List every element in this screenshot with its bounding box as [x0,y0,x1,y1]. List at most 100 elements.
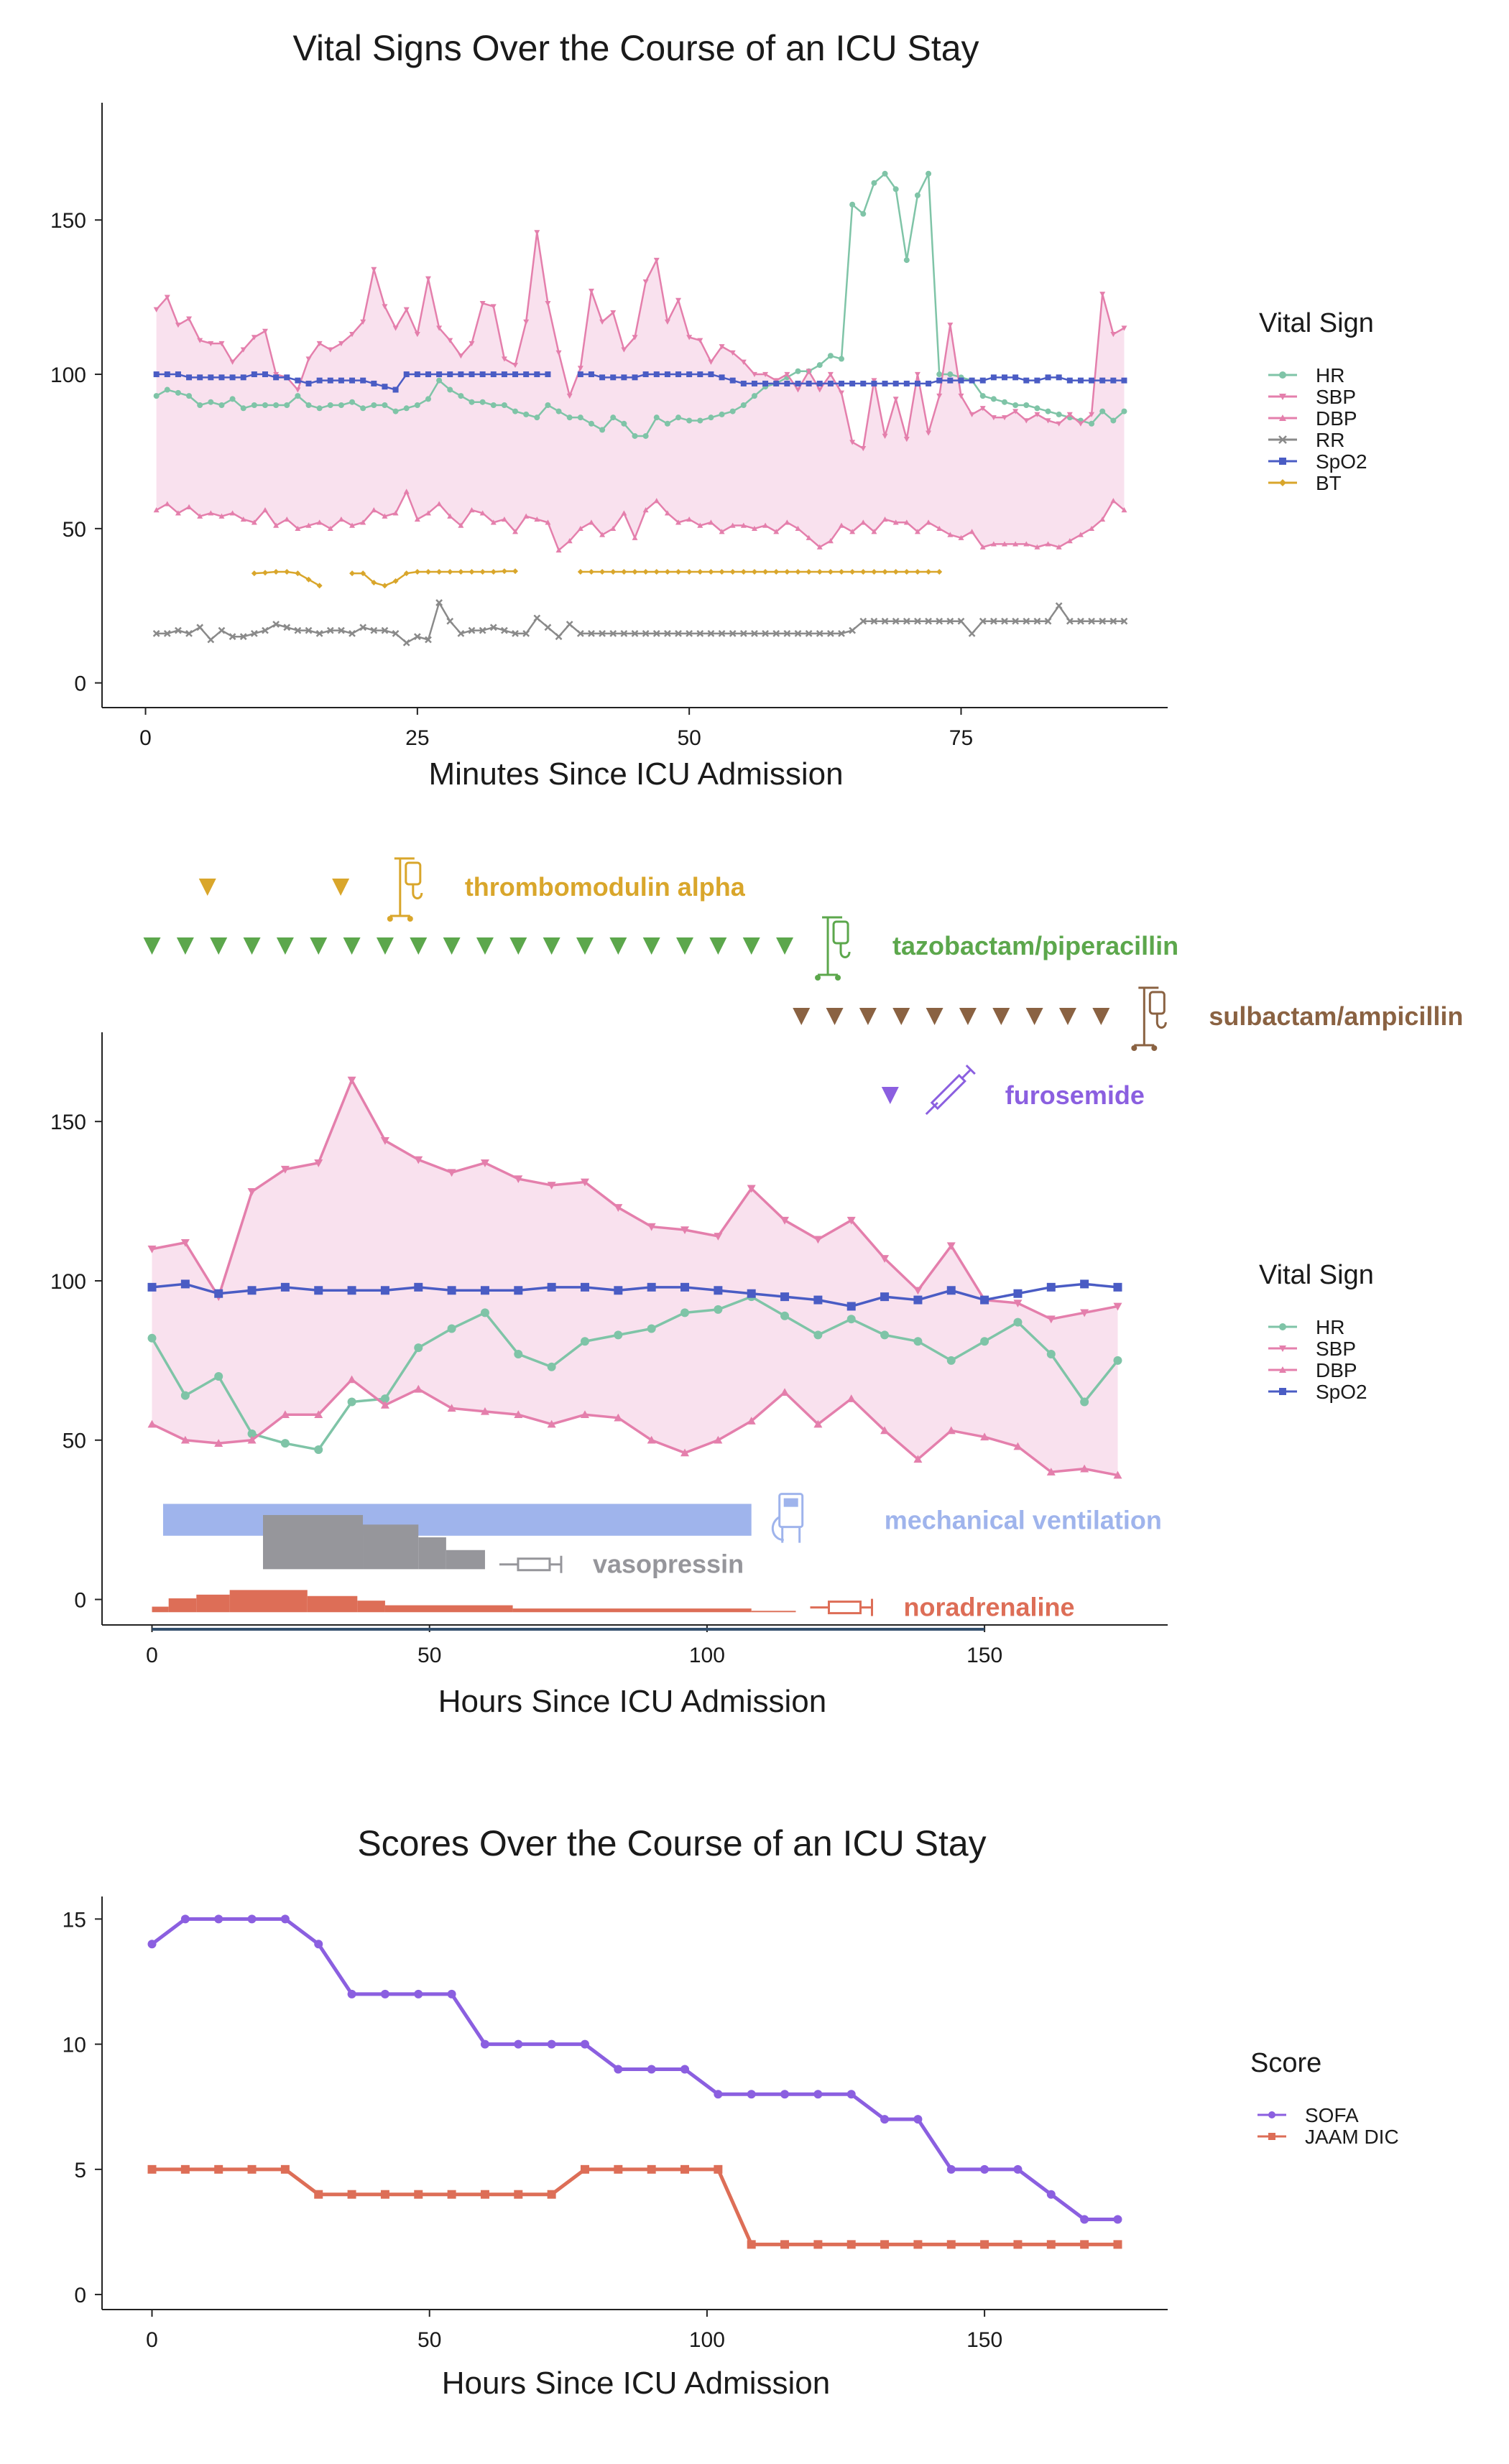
point-sbp [675,297,682,303]
vasopressin-dose-step [446,1550,485,1570]
iv-wheel [1151,1045,1158,1051]
point-rr [544,624,552,631]
x-tick-label: 50 [417,1644,441,1667]
dose-marker [609,937,627,955]
point-spo2 [547,1282,556,1292]
mechanical-ventilation-bar [162,1504,752,1536]
point-dbp [914,529,920,534]
point-dbp [534,516,540,522]
point-sofa [913,2115,923,2124]
point-dbp [153,507,160,513]
point-dbp [479,510,486,516]
point-dbp [371,507,377,513]
point-spo2 [247,1286,257,1295]
point-dbp [621,510,627,516]
ventilator-icon [771,1493,804,1543]
point-hr [347,1397,356,1407]
point-dbp [180,1435,190,1444]
legend-item-dbp: DBP [1268,407,1357,430]
point-sofa [747,2090,756,2099]
point-spo2 [338,377,344,384]
point-sbp [447,1169,456,1177]
point-spo2 [751,380,757,386]
y-tick-label: 15 [63,1908,86,1932]
legend-marker [1279,1388,1286,1395]
point-sbp [197,338,203,343]
iv-drip-icon [815,916,851,981]
series-line-spo2 [152,1282,1118,1308]
dose-marker [376,937,394,955]
point-dbp [880,1426,890,1435]
point-rr [175,626,182,634]
point-rr [479,626,486,634]
point-sbp [436,325,443,331]
point-hr [280,1439,290,1448]
dose-marker [509,937,527,955]
point-rr [979,617,987,625]
point-sbp [392,325,399,331]
point-dbp [729,522,736,528]
series-sofa [147,1914,1122,2224]
point-spo2 [480,1286,489,1295]
point-dbp [436,501,443,506]
medication-sulbactam-ampicillin: sulbactam/ampicillin [793,986,1463,1051]
point-sbp [1046,1315,1056,1324]
point-sofa [247,1914,257,1924]
point-hr [990,396,997,402]
point-dbp [327,525,333,532]
point-sbp [599,319,606,325]
point-spo2 [980,1295,989,1305]
point-rr [599,630,606,637]
point-rr [326,626,334,634]
point-sbp [566,393,573,399]
point-bt [490,568,497,575]
axes: 0 50 100 150 0 25 50 75 [50,103,1168,750]
point-jaam-dic [846,2240,856,2249]
point-hr [547,1362,556,1371]
point-sbp [1012,409,1019,414]
point-sbp [813,1236,823,1244]
point-sbp [175,323,181,328]
dose-marker [676,937,694,955]
point-bt [273,568,280,575]
point-hr [382,402,388,408]
point-hr [295,393,301,399]
point-spo2 [946,1286,956,1295]
point-sofa [614,2065,623,2074]
point-hr [892,186,899,193]
point-sbp [913,1287,923,1295]
point-hr [580,1337,589,1346]
point-rr [675,630,682,637]
point-spo2 [349,377,356,384]
point-dbp [780,1388,790,1397]
point-spo2 [1013,1289,1023,1298]
point-hr [849,201,856,208]
point-sofa [347,1989,356,1998]
point-sbp [247,1187,257,1196]
point-spo2 [714,1286,723,1295]
point-spo2 [816,380,823,386]
point-dbp [958,534,964,540]
point-rr [1099,617,1107,625]
point-sbp [469,341,475,347]
point-sbp [969,412,975,417]
medication-timeline: thrombomodulin alpha tazobactam/piperacil… [143,857,1463,1116]
point-bt [871,568,877,575]
point-dbp [1113,1470,1122,1479]
iv-bag [405,861,422,886]
point-sbp [860,445,867,452]
point-jaam-dic [946,2240,956,2249]
point-spo2 [614,1286,623,1295]
point-hr [1099,408,1106,414]
point-sbp [914,371,920,378]
point-rr [989,617,997,625]
vasopressin-dose-step [262,1514,364,1570]
x-tick-label: 50 [417,2328,441,2352]
point-dbp [806,534,812,540]
point-spo2 [1066,377,1073,384]
point-sbp [588,288,594,295]
point-bt [795,568,801,575]
point-rr [903,617,910,625]
point-hr [697,417,703,424]
